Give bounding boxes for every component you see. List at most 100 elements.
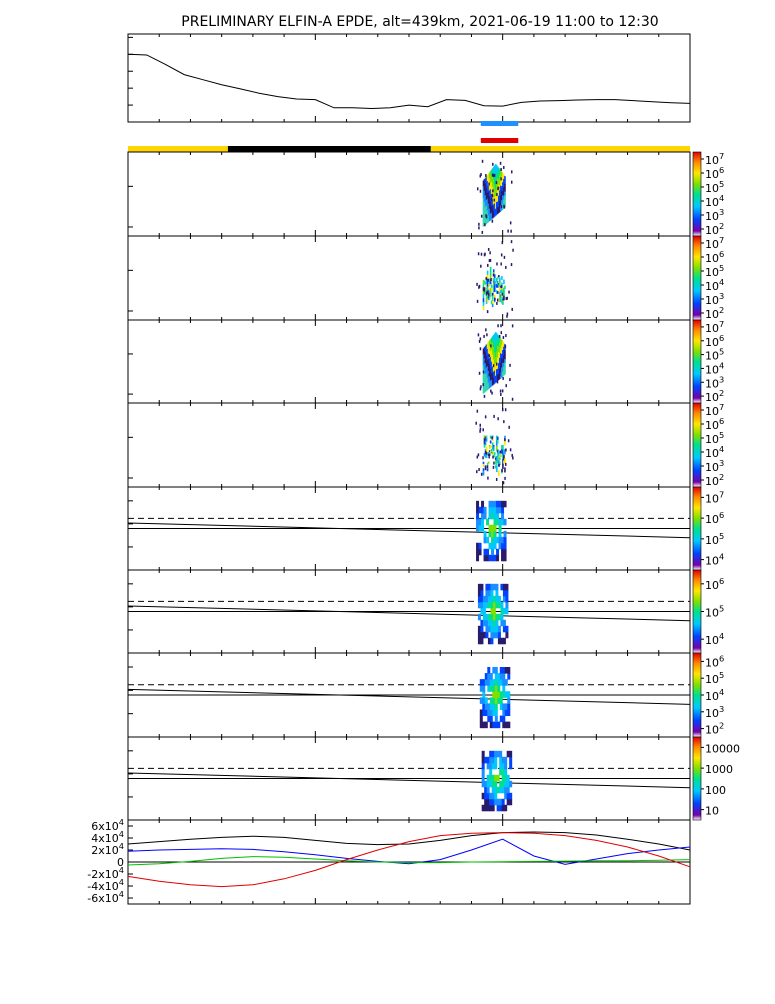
- en_omni-cell: [499, 179, 501, 186]
- en_perp-speckle: [500, 392, 502, 396]
- pa_ch2-cell: [482, 685, 486, 692]
- pa_ch2-colorbar-label: 104: [705, 687, 724, 703]
- en_omni-colorbar: [692, 151, 702, 237]
- en_omni-cell: [484, 189, 487, 196]
- en_perp-cell: [501, 353, 503, 359]
- en_omni-cell: [490, 212, 493, 220]
- en_omni-cell: [486, 198, 489, 206]
- pa_ch2-cell: [507, 667, 511, 674]
- pa_ch2-cell: [492, 709, 496, 717]
- pa_ch3-cell: [499, 780, 503, 788]
- en_omni-cell: [483, 190, 486, 197]
- en_perp-cell: [485, 361, 488, 368]
- pa_ch1-cell: [480, 607, 484, 615]
- en_anti-cell: [494, 284, 497, 287]
- en_perp-cell: [502, 354, 504, 360]
- en_para-cell: [504, 467, 506, 473]
- pa_ch3-cell: [489, 756, 493, 764]
- en_para-cell: [500, 454, 502, 456]
- en_para-cell: [489, 435, 492, 439]
- en_anti-cell: [503, 295, 505, 301]
- pa_ch3-cell: [486, 780, 490, 788]
- en_omni-cell: [503, 199, 505, 205]
- en_anti-speckle: [485, 277, 488, 281]
- en_omni-cell: [503, 174, 505, 180]
- en_omni-cell: [504, 187, 506, 193]
- pa_ch3-cell: [494, 792, 498, 800]
- en_para-speckle: [491, 436, 493, 440]
- en_omni-cell: [487, 215, 490, 223]
- en_anti-cell: [502, 291, 504, 294]
- en_perp-cell: [493, 376, 496, 384]
- pa_ch2-cell: [479, 709, 483, 717]
- en_perp-cell: [486, 354, 489, 362]
- en_anti-cell: [503, 287, 505, 293]
- en_perp-cell: [500, 353, 502, 359]
- en_omni-cell: [498, 201, 500, 208]
- en_anti-cell: [495, 278, 498, 282]
- en_omni-cell: [501, 200, 503, 206]
- en_anti-cell: [495, 284, 498, 288]
- en_perp-cell: [504, 370, 506, 375]
- pa_ch0-cell: [498, 506, 502, 514]
- pa_ch2-cell: [499, 673, 503, 680]
- en_omni-cell: [485, 176, 488, 183]
- en_perp-cell: [482, 376, 485, 383]
- en_omni-cell: [495, 177, 498, 185]
- pa_ch1-colorbar-label: 104: [705, 631, 724, 647]
- pa_ch1-colorbar: [692, 569, 702, 654]
- en_omni-cell: [494, 189, 497, 197]
- en_anti-speckle: [512, 248, 514, 252]
- en_perp-cell: [502, 362, 504, 368]
- en_anti-cell: [501, 275, 503, 280]
- pa_ch0-cell: [476, 524, 480, 532]
- igrf-series-N: [127, 838, 691, 865]
- en_omni-cell: [485, 193, 488, 201]
- en_para-cell: [496, 452, 499, 457]
- pa_ch1-colorbar-label: 105: [705, 604, 724, 620]
- en_perp-cell: [495, 363, 498, 370]
- en_perp-cell: [484, 362, 487, 370]
- en_perp-cell: [504, 351, 506, 356]
- pa_ch0-cell: [496, 506, 500, 514]
- en_perp-speckle: [483, 394, 486, 398]
- en_anti-cell: [502, 300, 504, 304]
- pa_ch2-cell: [494, 673, 498, 680]
- en_para-speckle: [479, 423, 481, 427]
- en_omni-cell: [495, 201, 498, 209]
- pa_ch3-cell: [481, 768, 485, 776]
- en_perp-cell: [491, 336, 494, 343]
- en_perp-speckle: [501, 389, 504, 393]
- en_omni-cell: [493, 184, 496, 192]
- en_perp-cell: [498, 373, 500, 380]
- en_anti-cell: [492, 280, 495, 285]
- en_para-cell: [488, 444, 491, 448]
- pa_ch3-cell: [506, 792, 510, 800]
- en_para-cell: [493, 455, 496, 458]
- pa_ch0-cell: [493, 524, 497, 532]
- en_perp-cell: [486, 348, 489, 356]
- pa_ch3-cell: [506, 786, 510, 794]
- en_perp-cell: [484, 374, 487, 381]
- en_omni-cell: [494, 202, 497, 210]
- en_anti-cell: [500, 285, 502, 289]
- en_omni-cell: [485, 217, 488, 224]
- en_omni-colorbar-label: 102: [705, 221, 724, 237]
- en_omni-cell: [484, 183, 487, 190]
- pa_ch2-cell: [502, 679, 506, 686]
- pa_ch1-cell: [505, 631, 509, 639]
- en_omni-cell: [492, 185, 495, 193]
- pa_ch2-cell: [499, 679, 503, 686]
- pa_ch2-cell: [489, 697, 493, 704]
- en_omni-cell: [503, 183, 505, 188]
- en_perp-cell: [500, 362, 502, 369]
- en_anti-cell: [489, 271, 492, 276]
- pa_ch2-cell: [497, 673, 501, 680]
- en_omni-speckle: [491, 173, 494, 177]
- en_anti-cell: [501, 282, 503, 287]
- en_omni-speckle: [510, 180, 513, 184]
- pa_ch2-cell: [504, 667, 508, 674]
- en_perp-cell: [494, 375, 497, 383]
- pa_ch3-cell: [489, 798, 493, 806]
